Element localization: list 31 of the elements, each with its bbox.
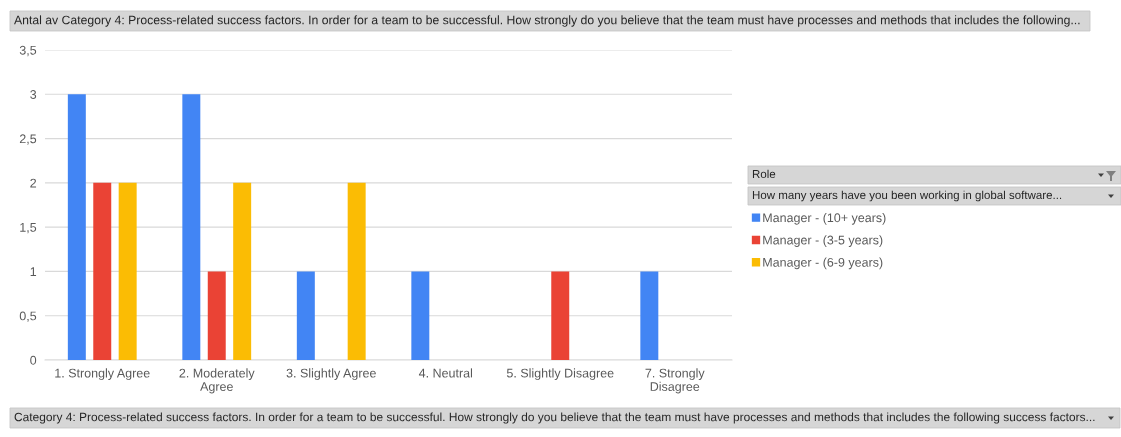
legend-label: Manager - (10+ years) — [763, 213, 886, 225]
y-tick-label: 2 — [30, 178, 37, 188]
x-tick-label: 1. Strongly Agree — [55, 368, 150, 380]
bar — [207, 271, 226, 360]
bar — [67, 94, 86, 360]
bar — [347, 182, 366, 360]
bar — [233, 182, 252, 360]
y-tick-label: 1 — [30, 267, 37, 276]
legend-title: Role How many years have you been working in global software... — [752, 169, 1062, 202]
x-tick-label: 5. Slightly Disagree — [506, 368, 614, 380]
y-tick-label: 3,5 — [19, 45, 37, 57]
bar — [640, 271, 659, 360]
x-tick-label: 4. Neutral — [418, 368, 473, 378]
legend-label: Manager - (3-5 years) — [763, 235, 883, 247]
bar — [93, 182, 112, 360]
bar — [118, 182, 137, 360]
legend-label: Manager - (6-9 years) — [763, 257, 883, 270]
x-axis-title: Category 4: Process-related success factors. In order for a team to be successful. How strongly do you believe that the team must have processes and methods that includes the following success factors... — [14, 412, 1095, 424]
bar — [411, 271, 430, 360]
y-tick-label: 0 — [30, 355, 37, 365]
x-tick-label: 2. Moderately Agree — [179, 368, 255, 394]
chart-title: Antal av Category 4: Process-related success factors. In order for a team to be successful. How strongly do you believe that the team must have processes and methods that includes the following... — [14, 15, 1080, 27]
y-tick-label: 3 — [30, 90, 37, 99]
bar — [182, 94, 201, 360]
x-tick-label: 3. Slightly Agree — [286, 368, 376, 380]
y-tick-label: 2,5 — [19, 134, 37, 145]
bar — [551, 271, 570, 360]
y-tick-label: 1,5 — [20, 223, 37, 234]
bar — [296, 271, 315, 360]
x-tick-label: 7. Strongly Disagree — [645, 368, 705, 394]
y-tick-label: 0,5 — [19, 311, 37, 322]
